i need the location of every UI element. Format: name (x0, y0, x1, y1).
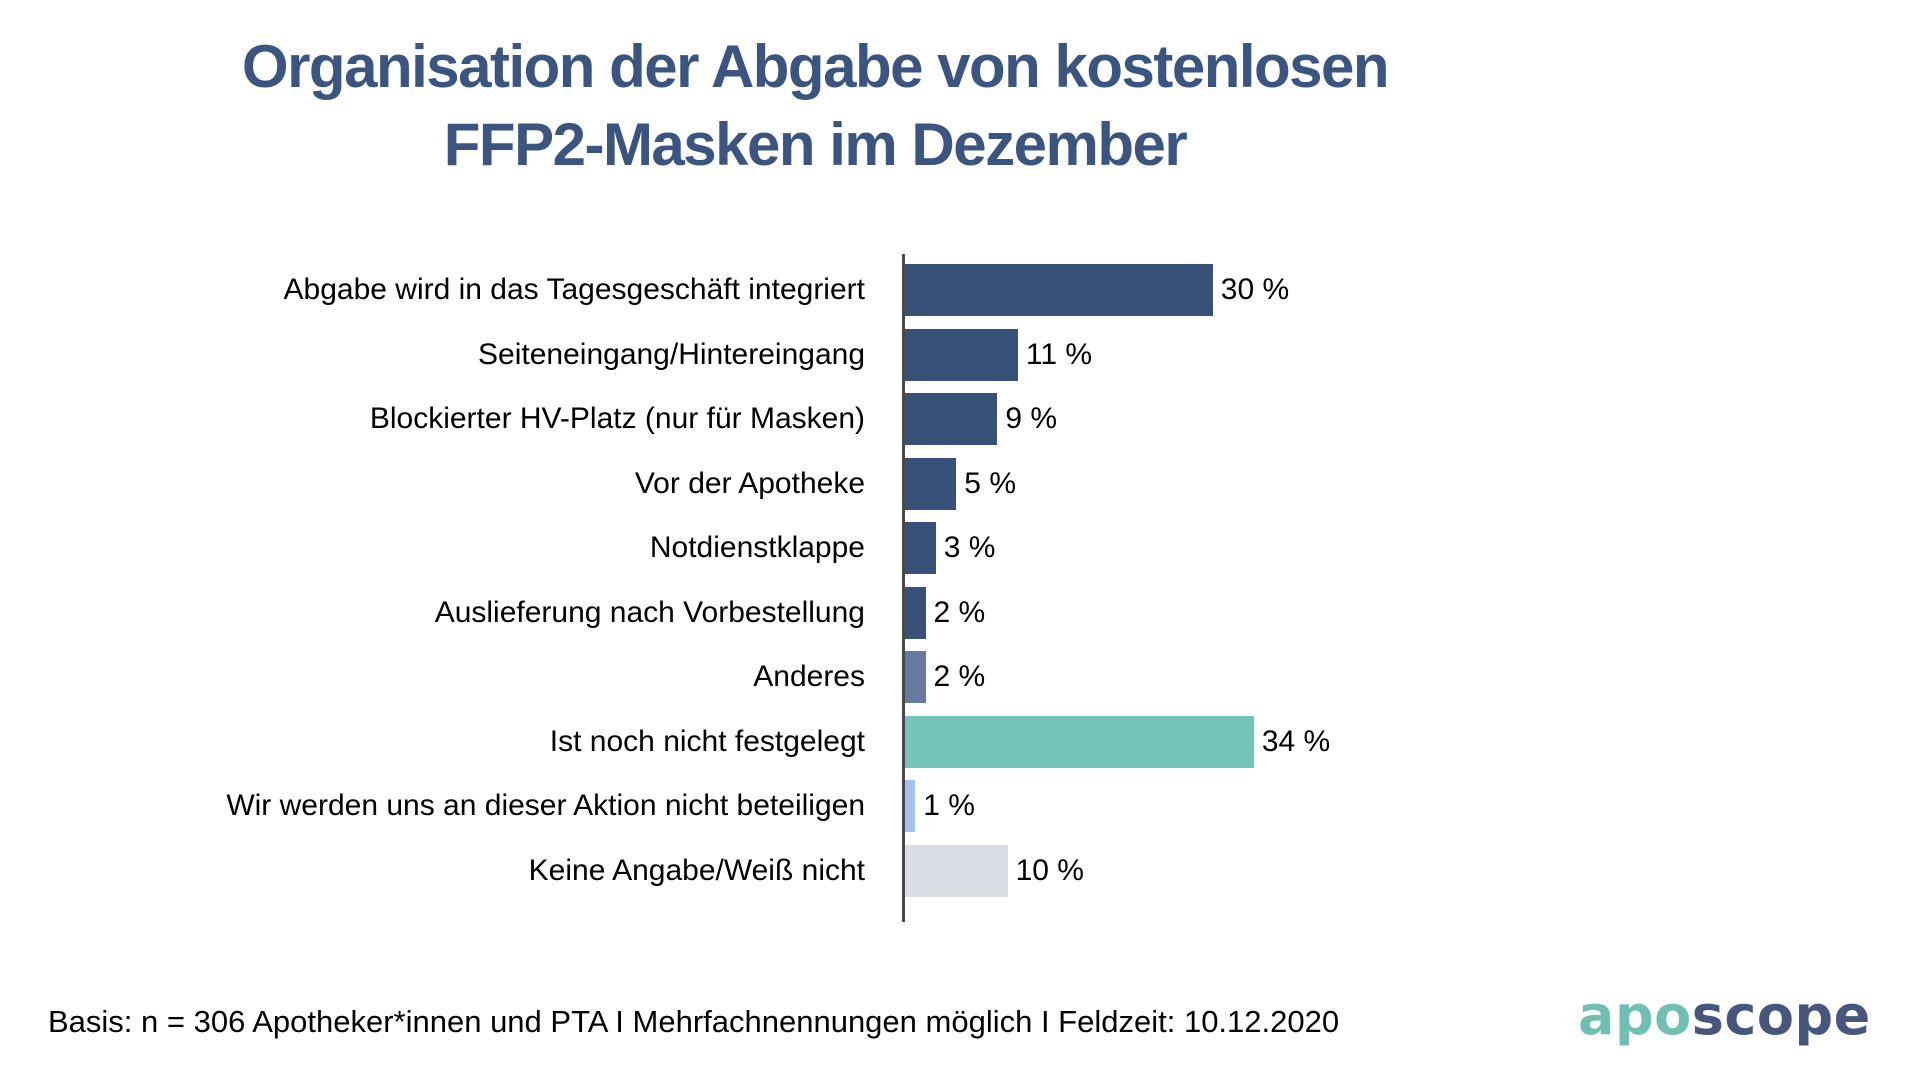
bar (905, 586, 926, 639)
basis-note: Basis: n = 306 Apotheker*innen und PTA I… (48, 1004, 1340, 1039)
logo-text-scope: scope (1691, 984, 1871, 1047)
category-label: Notdienstklappe (649, 531, 865, 565)
chart-row: Vor der Apotheke 5 % (0, 452, 1500, 517)
chart-row: Seiteneingang/Hintereingang 11 % (0, 323, 1500, 388)
category-label: Seiteneingang/Hintereingang (478, 337, 865, 371)
category-label: Keine Angabe/Weiß nicht (528, 853, 865, 887)
value-label: 11 % (1025, 337, 1093, 371)
chart-row: Blockierter HV-Platz (nur für Masken) 9 % (0, 387, 1500, 452)
category-label: Blockierter HV-Platz (nur für Masken) (369, 402, 865, 436)
page-title: Organisation der Abgabe von kostenlosen … (0, 28, 1630, 184)
category-label: Vor der Apotheke (634, 466, 865, 500)
chart-row: Anderes 2 % (0, 645, 1500, 710)
chart-row: Auslieferung nach Vorbestellung 2 % (0, 581, 1500, 646)
value-label: 9 % (1005, 402, 1058, 436)
chart-row: Notdienstklappe 3 % (0, 516, 1500, 581)
value-label: 2 % (933, 660, 986, 694)
bar (905, 844, 1008, 897)
category-label: Wir werden uns an dieser Aktion nicht be… (226, 789, 865, 823)
chart-row: Wir werden uns an dieser Aktion nicht be… (0, 774, 1500, 839)
chart-row: Keine Angabe/Weiß nicht 10 % (0, 839, 1500, 904)
chart-row: Abgabe wird in das Tagesgeschäft integri… (0, 258, 1500, 323)
bar-chart: Abgabe wird in das Tagesgeschäft integri… (0, 254, 1500, 922)
y-axis-line (902, 254, 905, 922)
aposcope-logo: aposcope (1578, 984, 1871, 1047)
category-label: Anderes (753, 660, 865, 694)
category-label: Abgabe wird in das Tagesgeschäft integri… (283, 273, 865, 307)
bar (905, 457, 957, 510)
value-label: 3 % (943, 531, 996, 565)
bar (905, 264, 1213, 317)
bar (905, 715, 1254, 768)
chart-rows: Abgabe wird in das Tagesgeschäft integri… (0, 258, 1500, 903)
bar (905, 328, 1018, 381)
category-label: Auslieferung nach Vorbestellung (434, 595, 865, 629)
value-label: 5 % (964, 466, 1016, 500)
value-label: 10 % (1015, 853, 1084, 887)
category-label: Ist noch nicht festgelegt (549, 724, 865, 758)
value-label: 2 % (933, 595, 986, 629)
bar (905, 780, 916, 833)
bar (905, 651, 926, 704)
bar (905, 393, 998, 446)
page-title-line1: Organisation der Abgabe von kostenlosen (241, 33, 1390, 100)
value-label: 30 % (1220, 273, 1290, 307)
page-title-line2: FFP2-Masken im Dezember (443, 111, 1188, 178)
value-label: 1 % (923, 789, 975, 823)
value-label: 34 % (1261, 724, 1331, 758)
logo-text-apo: apo (1578, 984, 1692, 1047)
chart-row: Ist noch nicht festgelegt 34 % (0, 710, 1500, 775)
bar (905, 522, 936, 575)
